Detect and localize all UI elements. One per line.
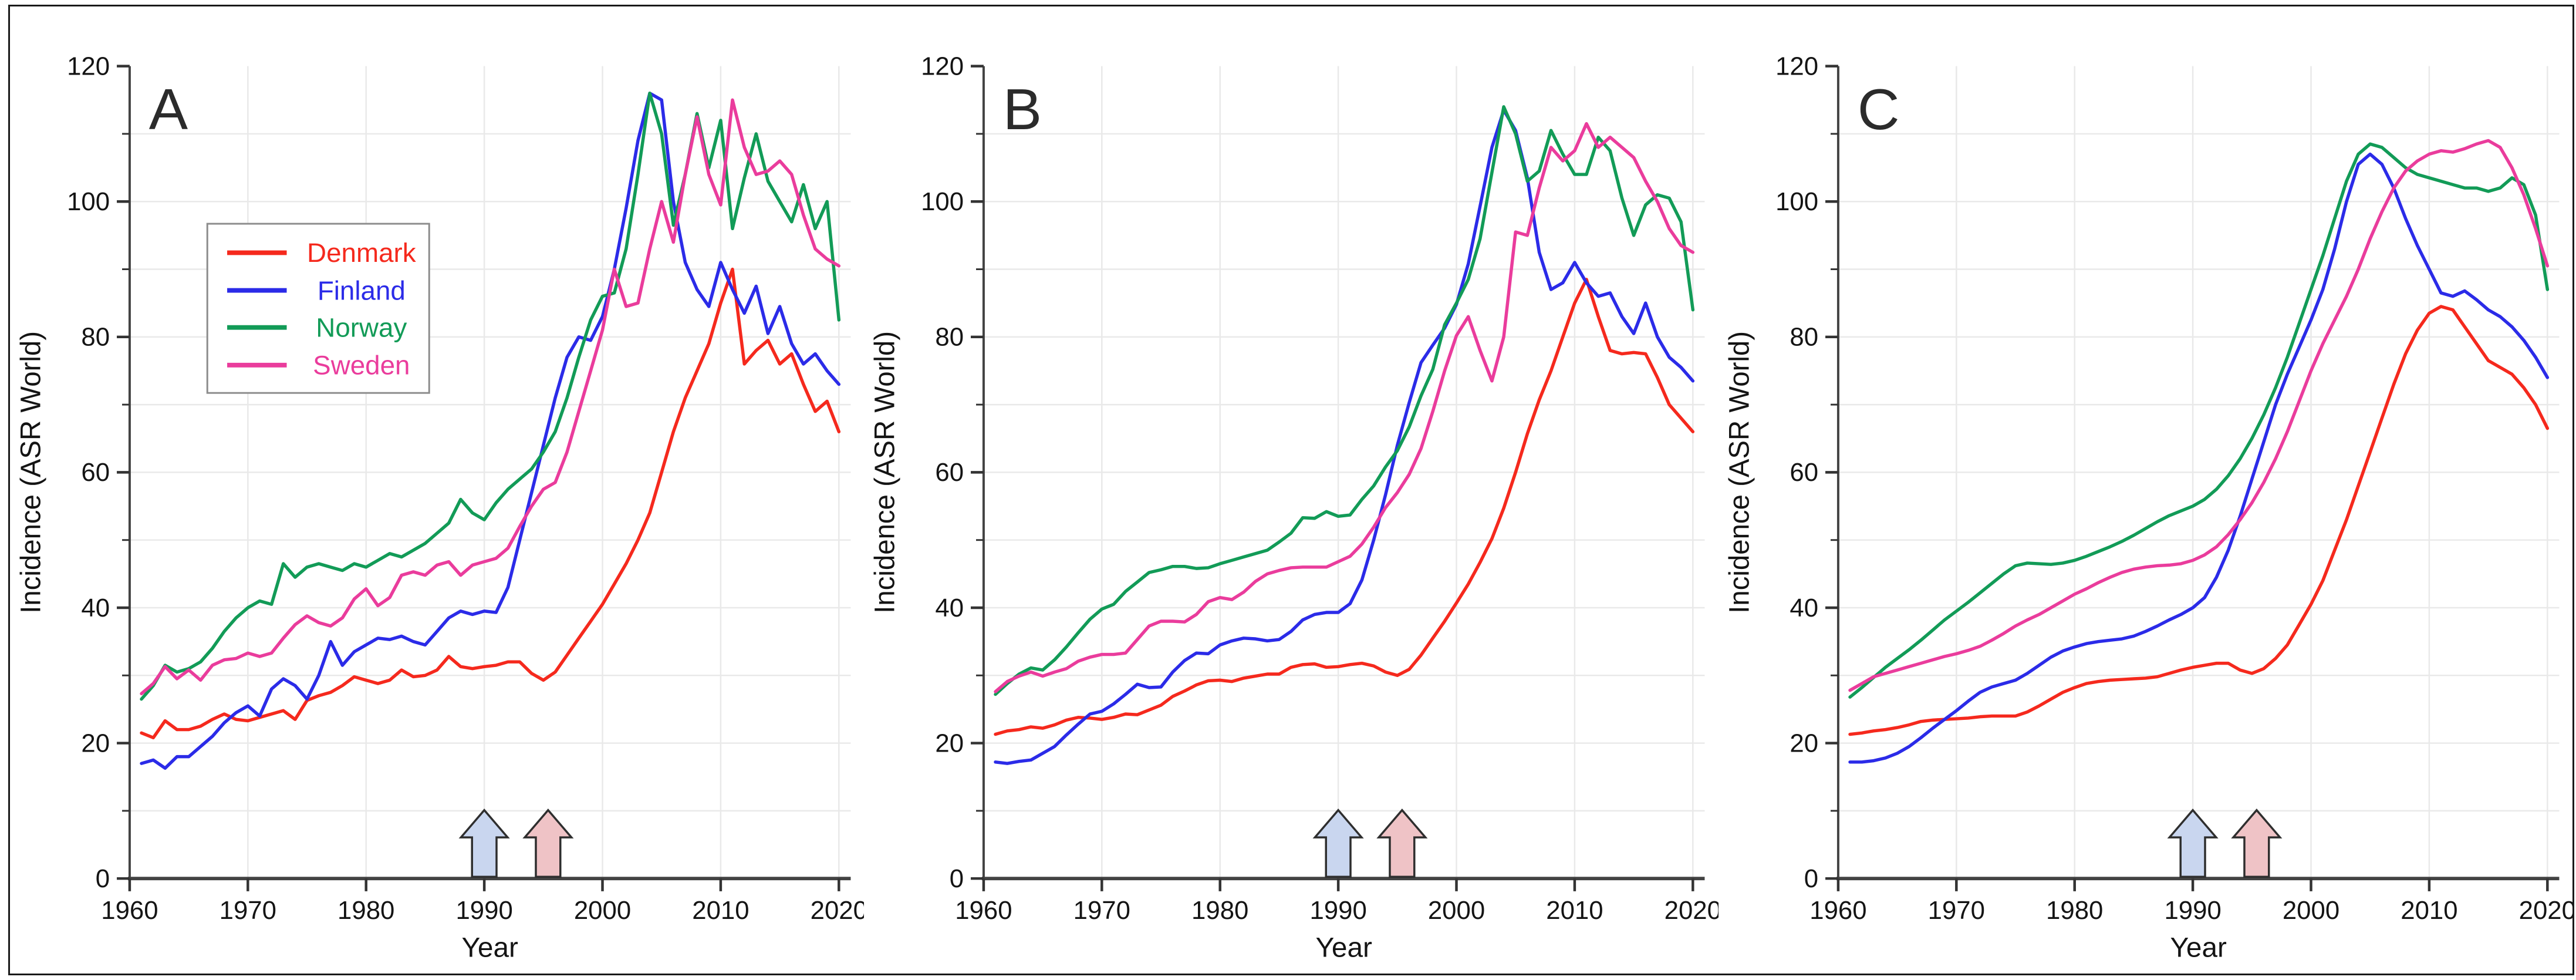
y-tick-label-20: 20	[81, 730, 110, 758]
y-tick-label-120: 120	[921, 53, 964, 81]
y-axis-title-b: Incidence (ASR World)	[870, 331, 901, 614]
series-line-denmark	[140, 267, 841, 740]
panel-letter-c: C	[1857, 77, 1899, 142]
y-tick-label-80: 80	[936, 324, 964, 352]
plot-area-a: 0 20 40 60 80 100 120 1960 1970 1980 1990 2000 2010 2…	[67, 53, 864, 925]
x-tick-label-1960: 1960	[1809, 897, 1866, 925]
x-axis-title-a: Year	[461, 932, 518, 964]
x-tick-label-1960: 1960	[956, 897, 1012, 925]
y-tick-label-60: 60	[936, 459, 964, 487]
x-tick-label-1970: 1970	[220, 897, 276, 925]
event-arrow-1990-icon	[1312, 809, 1365, 878]
series-line-finland	[994, 108, 1695, 765]
y-tick-label-40: 40	[81, 594, 110, 622]
y-tick-label-0: 0	[96, 865, 110, 893]
x-tick-label-2000: 2000	[2283, 897, 2339, 925]
y-tick-label-100: 100	[1775, 188, 1818, 216]
x-tick-label-1970: 1970	[1073, 897, 1130, 925]
x-tick-label-1990: 1990	[455, 897, 512, 925]
y-axis-title-a: Incidence (ASR World)	[16, 331, 47, 614]
y-tick-label-80: 80	[1790, 324, 1818, 352]
x-axis-title-c: Year	[2170, 932, 2227, 964]
y-tick-label-120: 120	[1775, 53, 1818, 81]
series-line-finland	[140, 92, 841, 770]
panel-letter-b: B	[1003, 77, 1042, 142]
x-tick-label-2020: 2020	[811, 897, 865, 925]
legend-label-denmark: Denmark	[307, 238, 416, 268]
panel-letter-a: A	[149, 77, 188, 142]
y-tick-label-60: 60	[1790, 459, 1818, 487]
x-axis-title-b: Year	[1316, 932, 1373, 964]
event-arrow-1990-icon	[2167, 809, 2219, 878]
series-line-finland	[1848, 152, 2549, 764]
x-tick-label-2010: 2010	[2401, 897, 2457, 925]
y-tick-label-20: 20	[936, 730, 964, 758]
legend: Denmark Finland Norway Sweden	[206, 223, 430, 394]
y-tick-label-100: 100	[921, 188, 964, 216]
series-line-norway	[1848, 142, 2549, 699]
plot-area-b: 0 20 40 60 80 100 120 1960 1970 1980 1990 2000 2010 2…	[921, 53, 1718, 925]
figure: 0 20 40 60 80 100 120 1960 1970 1980 1990 2000 2010 2…	[8, 5, 2574, 975]
series-line-norway	[994, 105, 1695, 696]
y-tick-label-40: 40	[1790, 594, 1818, 622]
event-arrow-1995-icon	[2230, 809, 2283, 878]
plot-area-c: 0 20 40 60 80 100 120 1960 1970 1980 1990 2000 2010 2…	[1775, 53, 2572, 925]
x-tick-label-2000: 2000	[1428, 897, 1485, 925]
legend-label-finland: Finland	[318, 275, 406, 305]
panel-b: 0 20 40 60 80 100 120 1960 1970 1980 1990 2000 2010 2…	[864, 6, 1719, 974]
panel-b-chart: 0 20 40 60 80 100 120 1960 1970 1980 1990 2000 2010 2…	[870, 53, 1719, 964]
x-tick-label-1980: 1980	[2046, 897, 2103, 925]
x-tick-label-1990: 1990	[1310, 897, 1367, 925]
legend-label-sweden: Sweden	[313, 351, 410, 380]
event-arrow-1990-icon	[458, 809, 510, 878]
y-tick-label-120: 120	[67, 53, 110, 81]
x-tick-label-2010: 2010	[692, 897, 749, 925]
x-tick-label-1980: 1980	[337, 897, 394, 925]
event-arrow-1995-icon	[522, 809, 574, 878]
y-tick-label-100: 100	[67, 188, 110, 216]
series-line-sweden	[140, 98, 841, 696]
y-tick-label-20: 20	[1790, 730, 1818, 758]
x-tick-label-1960: 1960	[101, 897, 158, 925]
y-tick-label-0: 0	[1804, 865, 1818, 893]
panel-a-chart: 0 20 40 60 80 100 120 1960 1970 1980 1990 2000 2010 2…	[16, 53, 865, 964]
panel-c-chart: 0 20 40 60 80 100 120 1960 1970 1980 1990 2000 2010 2…	[1724, 53, 2572, 964]
y-axis-title-c: Incidence (ASR World)	[1724, 331, 1755, 614]
series-line-denmark	[994, 278, 1695, 736]
legend-label-norway: Norway	[316, 313, 407, 343]
panel-c: 0 20 40 60 80 100 120 1960 1970 1980 1990 2000 2010 2…	[1719, 6, 2572, 974]
y-tick-label-80: 80	[81, 324, 110, 352]
x-tick-label-1990: 1990	[2164, 897, 2221, 925]
y-tick-label-40: 40	[936, 594, 964, 622]
event-arrow-1995-icon	[1376, 809, 1428, 878]
x-tick-label-2000: 2000	[574, 897, 631, 925]
series-line-sweden	[994, 122, 1695, 693]
y-tick-label-60: 60	[81, 459, 110, 487]
series-line-sweden	[1848, 139, 2549, 692]
x-tick-label-1980: 1980	[1191, 897, 1248, 925]
x-tick-label-1970: 1970	[1927, 897, 1984, 925]
x-tick-label-2020: 2020	[1665, 897, 1719, 925]
x-tick-label-2020: 2020	[2518, 897, 2572, 925]
series-line-denmark	[1848, 305, 2549, 736]
x-tick-label-2010: 2010	[1547, 897, 1603, 925]
series-line-norway	[140, 92, 841, 701]
panel-a: 0 20 40 60 80 100 120 1960 1970 1980 1990 2000 2010 2…	[10, 6, 865, 974]
y-tick-label-0: 0	[950, 865, 964, 893]
